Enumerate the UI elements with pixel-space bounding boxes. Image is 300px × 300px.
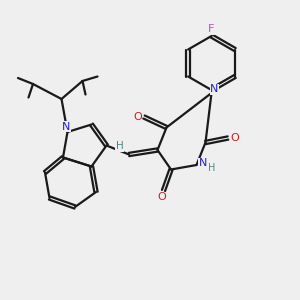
- Text: H: H: [208, 163, 215, 173]
- Text: N: N: [199, 158, 207, 169]
- Text: N: N: [62, 122, 70, 132]
- Text: H: H: [116, 141, 123, 151]
- Text: F: F: [208, 24, 215, 34]
- Text: O: O: [133, 112, 142, 122]
- Text: O: O: [230, 133, 239, 143]
- Text: N: N: [210, 84, 219, 94]
- Text: O: O: [158, 192, 166, 202]
